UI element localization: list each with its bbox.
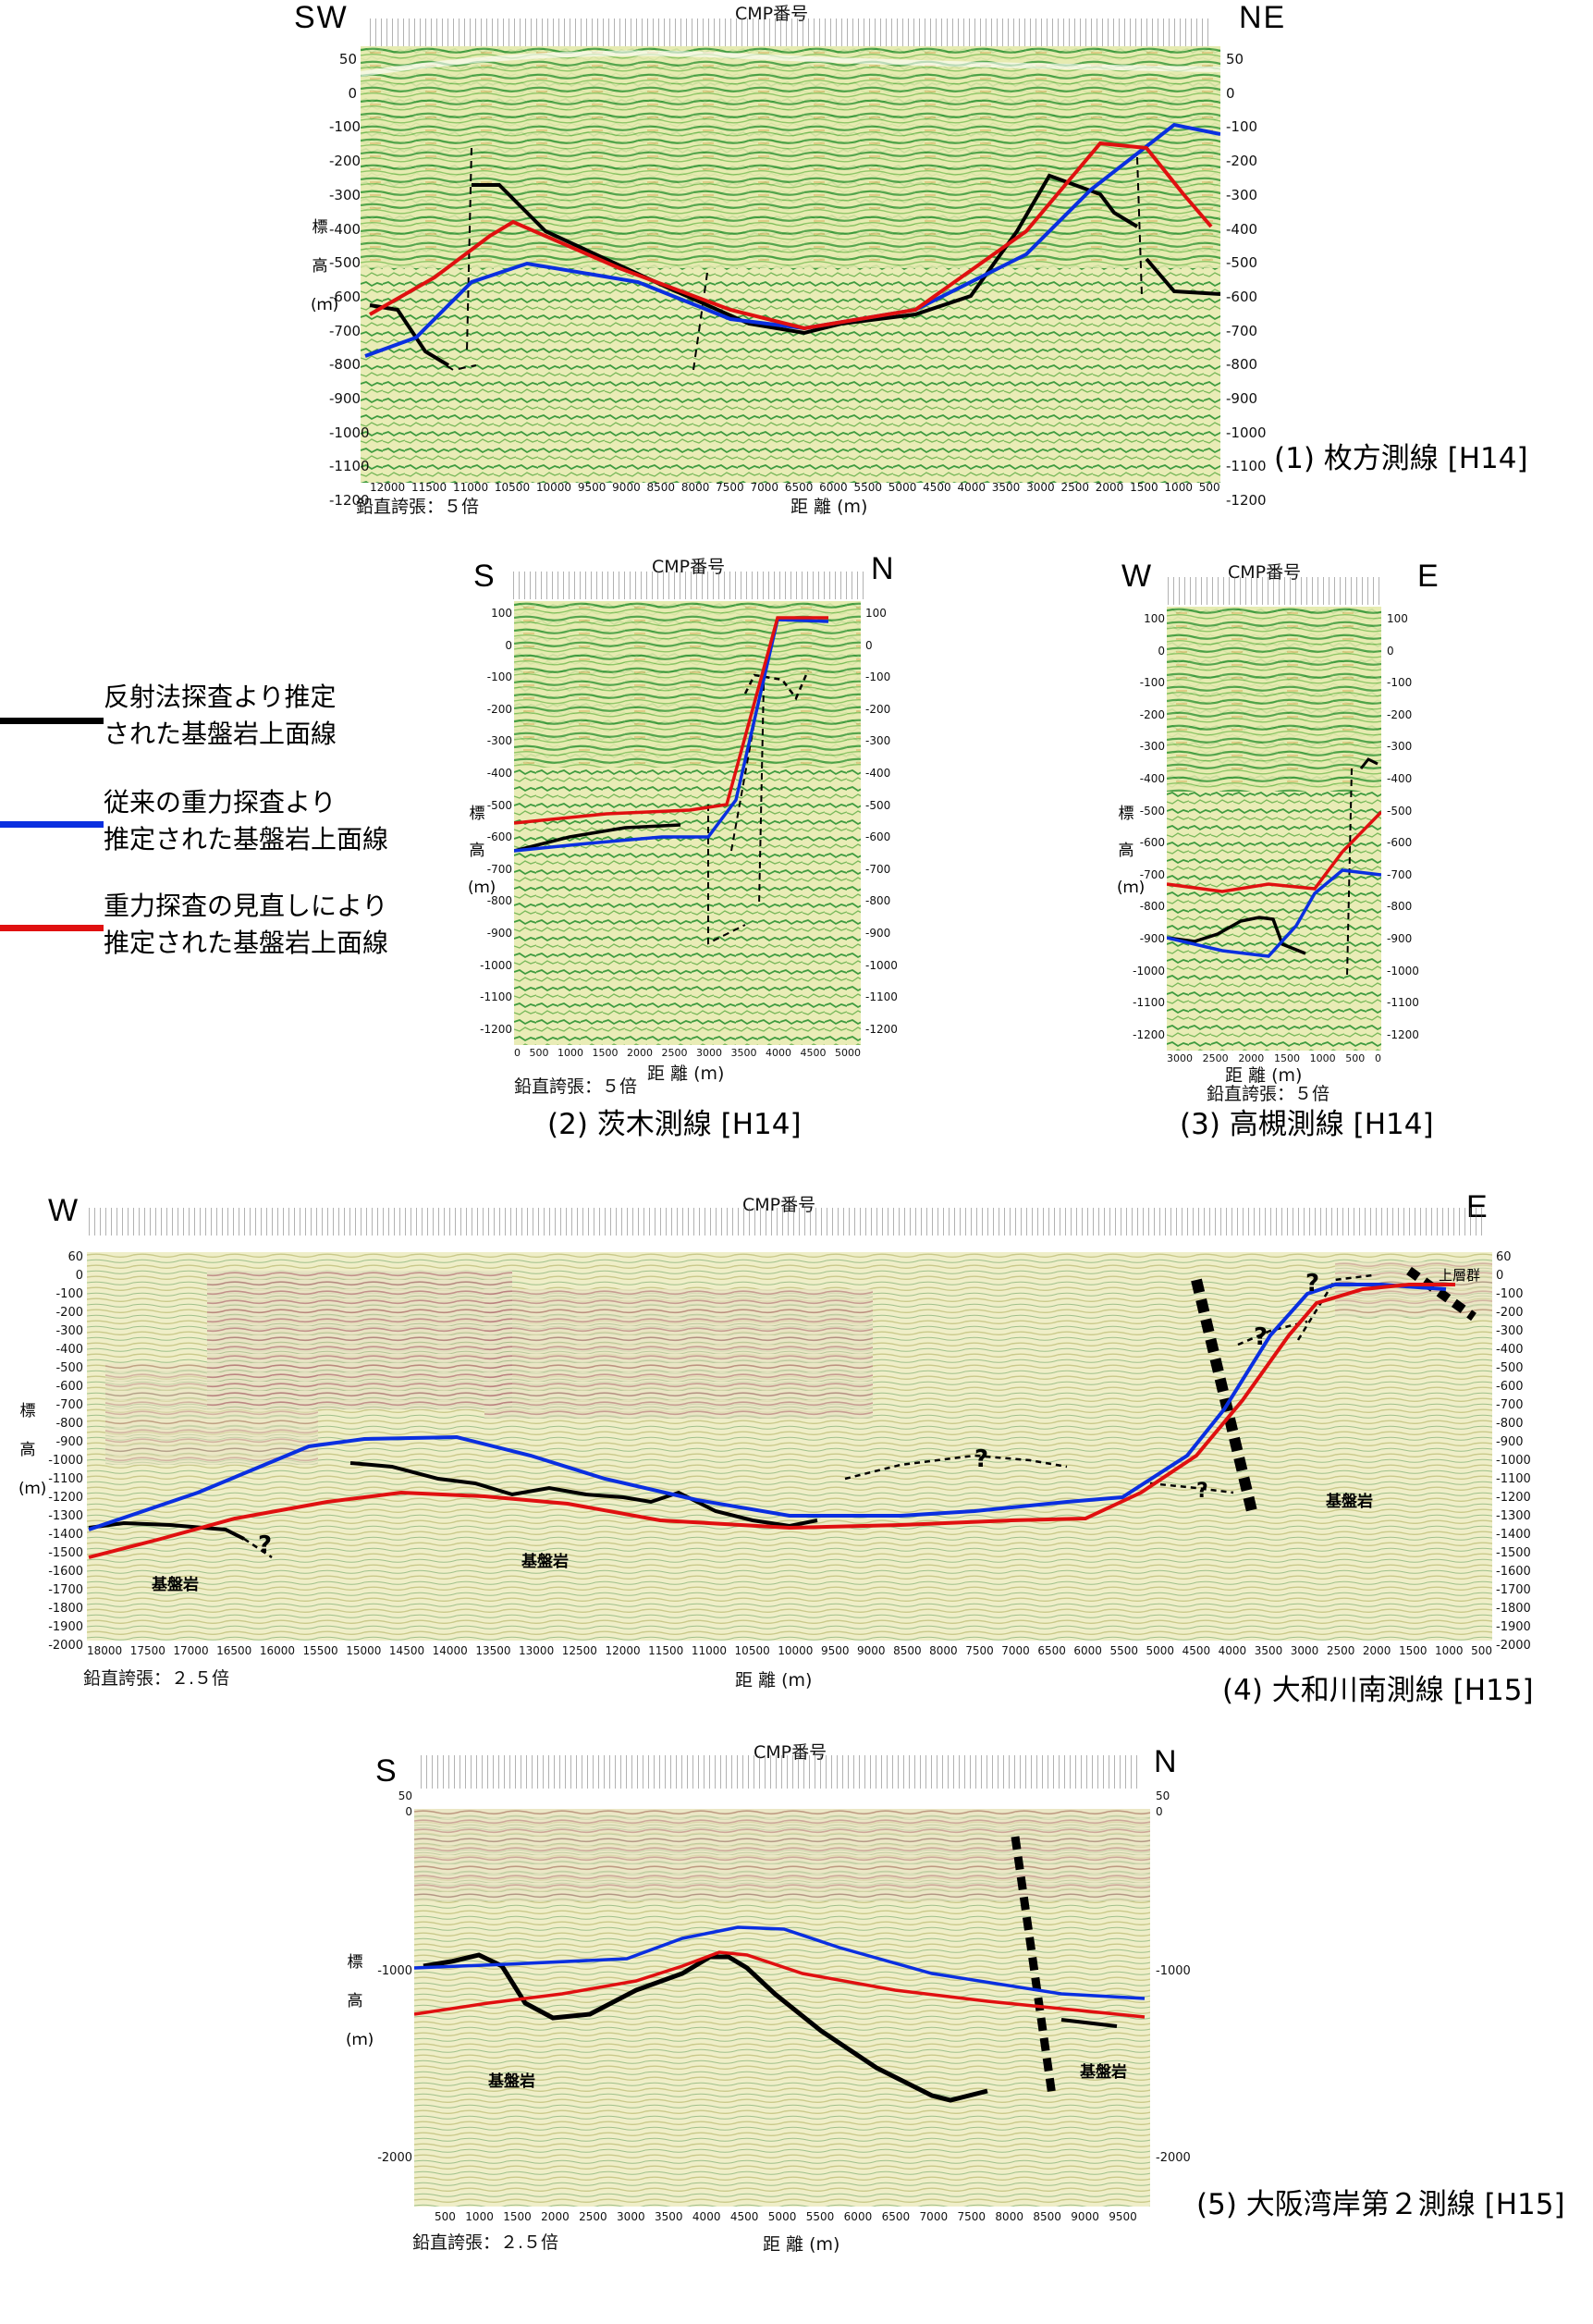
caption-takatsuki: (3) 高槻測線 [H14] xyxy=(1180,1108,1434,1141)
y-axis-right-osakabay-top: 50 0 xyxy=(1156,1789,1170,1818)
y-axis-right-hirakata: 50 0 -100 -200 -300 -400 -500 -600 -700 -800 -900-… xyxy=(1226,51,1267,510)
y-axis-right-ibaraki: 100 0 -100 -200 -300 -400 -500 -600 -700 -800 -900… xyxy=(865,607,898,1036)
svg-text:?: ? xyxy=(1305,1270,1319,1297)
exaggeration-label: 鉛直誇張：２.５倍 xyxy=(83,1668,230,1689)
annotation-basement-2: 基盤岩 xyxy=(521,1552,569,1571)
legend-text-revised-gravity: 重力探査の見直しにより 推定された基盤岩上面線 xyxy=(104,891,389,958)
exaggeration-label: 鉛直誇張：５倍 xyxy=(1207,1084,1330,1104)
x-axis-ibaraki: 0 500 1000 1500 2000 2500 3000 3500 4000 4500 5000 xyxy=(514,1047,861,1059)
distance-label: 距 離 (m) xyxy=(1225,1065,1303,1086)
x-axis-osakabay: 500 1000 1500 2000 2500 3000 3500 4000 4500 5000 5… xyxy=(435,2210,1137,2223)
y-axis-left-osakabay-2000: -2000 xyxy=(377,2151,412,2165)
cmp-tick-band xyxy=(421,1755,1142,1789)
direction-right: N xyxy=(1154,1744,1179,1779)
cmp-tick-band xyxy=(89,1208,1485,1236)
distance-label: 距 離 (m) xyxy=(790,497,868,517)
exaggeration-label: 鉛直誇張：５倍 xyxy=(514,1076,638,1097)
legend-line-blue xyxy=(0,821,104,828)
cmp-tick-band xyxy=(370,18,1209,46)
svg-text:?: ? xyxy=(1196,1480,1208,1503)
svg-text:?: ? xyxy=(258,1531,272,1559)
annotation-basement-2: 基盤岩 xyxy=(1079,2062,1127,2082)
caption-osakabay: (5) 大阪湾岸第２測線 [H15] xyxy=(1196,2188,1565,2221)
seismic-section-yamato: ? ? ? ? ? 基盤岩 基盤岩 基盤岩 上層群 xyxy=(87,1252,1492,1641)
cmp-tick-band xyxy=(513,572,864,599)
elevation-label: 標高 (ｍ) xyxy=(311,218,339,314)
direction-right: NE xyxy=(1239,0,1287,35)
y-axis-right-yamato: 60 0 -100 -200 -300 -400 -500 -600 -700 -800 -900-… xyxy=(1496,1250,1531,1653)
caption-ibaraki: (2) 茨木測線 [H14] xyxy=(547,1108,802,1141)
seismic-section-takatsuki xyxy=(1167,607,1381,1051)
direction-left: S xyxy=(473,559,496,594)
cmp-tick-band xyxy=(1168,577,1380,605)
seismic-section-hirakata xyxy=(361,46,1220,483)
seismic-section-ibaraki xyxy=(514,601,861,1045)
annotation-basement-1: 基盤岩 xyxy=(487,2072,535,2091)
y-axis-left-ibaraki: 100 0 -100 -200 -300 -400 -500 -600 -700 -800 -900… xyxy=(480,607,512,1036)
distance-label: 距 離 (m) xyxy=(647,1064,725,1084)
caption-yamato: (4) 大和川南測線 [H15] xyxy=(1222,1674,1534,1707)
y-axis-left-hirakata: 50 0 -100 -200 -300 -400 -500 -600 -700 -800 -900-… xyxy=(329,51,370,510)
direction-left: W xyxy=(48,1193,80,1228)
legend-text-reflection: 反射法探査より推定 された基盤岩上面線 xyxy=(104,682,337,749)
caption-hirakata: (1) 枚方測線 [H14] xyxy=(1274,442,1528,475)
y-axis-left-osakabay-top: 50 0 xyxy=(398,1789,412,1818)
direction-left: W xyxy=(1121,559,1154,594)
x-axis-hirakata: 12000 11500 11000 10500 10000 9500 9000 8500 800… xyxy=(370,481,1220,494)
exaggeration-label: 鉛直誇張：２.５倍 xyxy=(412,2232,559,2253)
legend-line-black xyxy=(0,718,104,724)
elevation-label: 標高 (ｍ) xyxy=(18,1402,47,1498)
seismic-section-osakabay: 基盤岩 基盤岩 xyxy=(414,1809,1150,2207)
x-axis-yamato: 18000 17500 17000 16500 16000 15500 15000 14500… xyxy=(87,1644,1492,1657)
annotation-basement-3: 基盤岩 xyxy=(1325,1492,1373,1511)
y-axis-left-osakabay-1000: -1000 xyxy=(377,1964,412,1978)
annotation-basement-1: 基盤岩 xyxy=(151,1575,199,1594)
x-axis-takatsuki: 3000 2500 2000 1500 1000 500 0 xyxy=(1167,1052,1381,1064)
svg-text:?: ? xyxy=(1254,1323,1268,1351)
svg-text:?: ? xyxy=(974,1445,988,1473)
y-axis-left-takatsuki: 100 0 -100 -200 -300 -400 -500 -600 -700 -800 -900… xyxy=(1133,612,1165,1041)
elevation-label: 標高 (ｍ) xyxy=(346,1953,374,2049)
direction-left: SW xyxy=(294,0,349,35)
y-axis-right-takatsuki: 100 0 -100 -200 -300 -400 -500 -600 -700 -800 -900… xyxy=(1387,612,1419,1041)
y-axis-right-osakabay-2000: -2000 xyxy=(1156,2151,1191,2165)
distance-label: 距 離 (m) xyxy=(763,2234,840,2255)
legend-text-old-gravity: 従来の重力探査より 推定された基盤岩上面線 xyxy=(104,787,389,855)
y-axis-left-yamato: 60 0 -100 -200 -300 -400 -500 -600 -700 -800 -900-… xyxy=(48,1250,83,1653)
direction-left: S xyxy=(375,1753,398,1789)
distance-label: 距 離 (m) xyxy=(735,1670,813,1691)
direction-right: E xyxy=(1417,559,1440,594)
legend-line-red xyxy=(0,925,104,931)
annotation-upper-group: 上層群 xyxy=(1439,1267,1480,1284)
y-axis-right-osakabay-1000: -1000 xyxy=(1156,1964,1191,1978)
direction-right: N xyxy=(871,551,896,586)
exaggeration-label: 鉛直誇張：５倍 xyxy=(356,497,480,517)
